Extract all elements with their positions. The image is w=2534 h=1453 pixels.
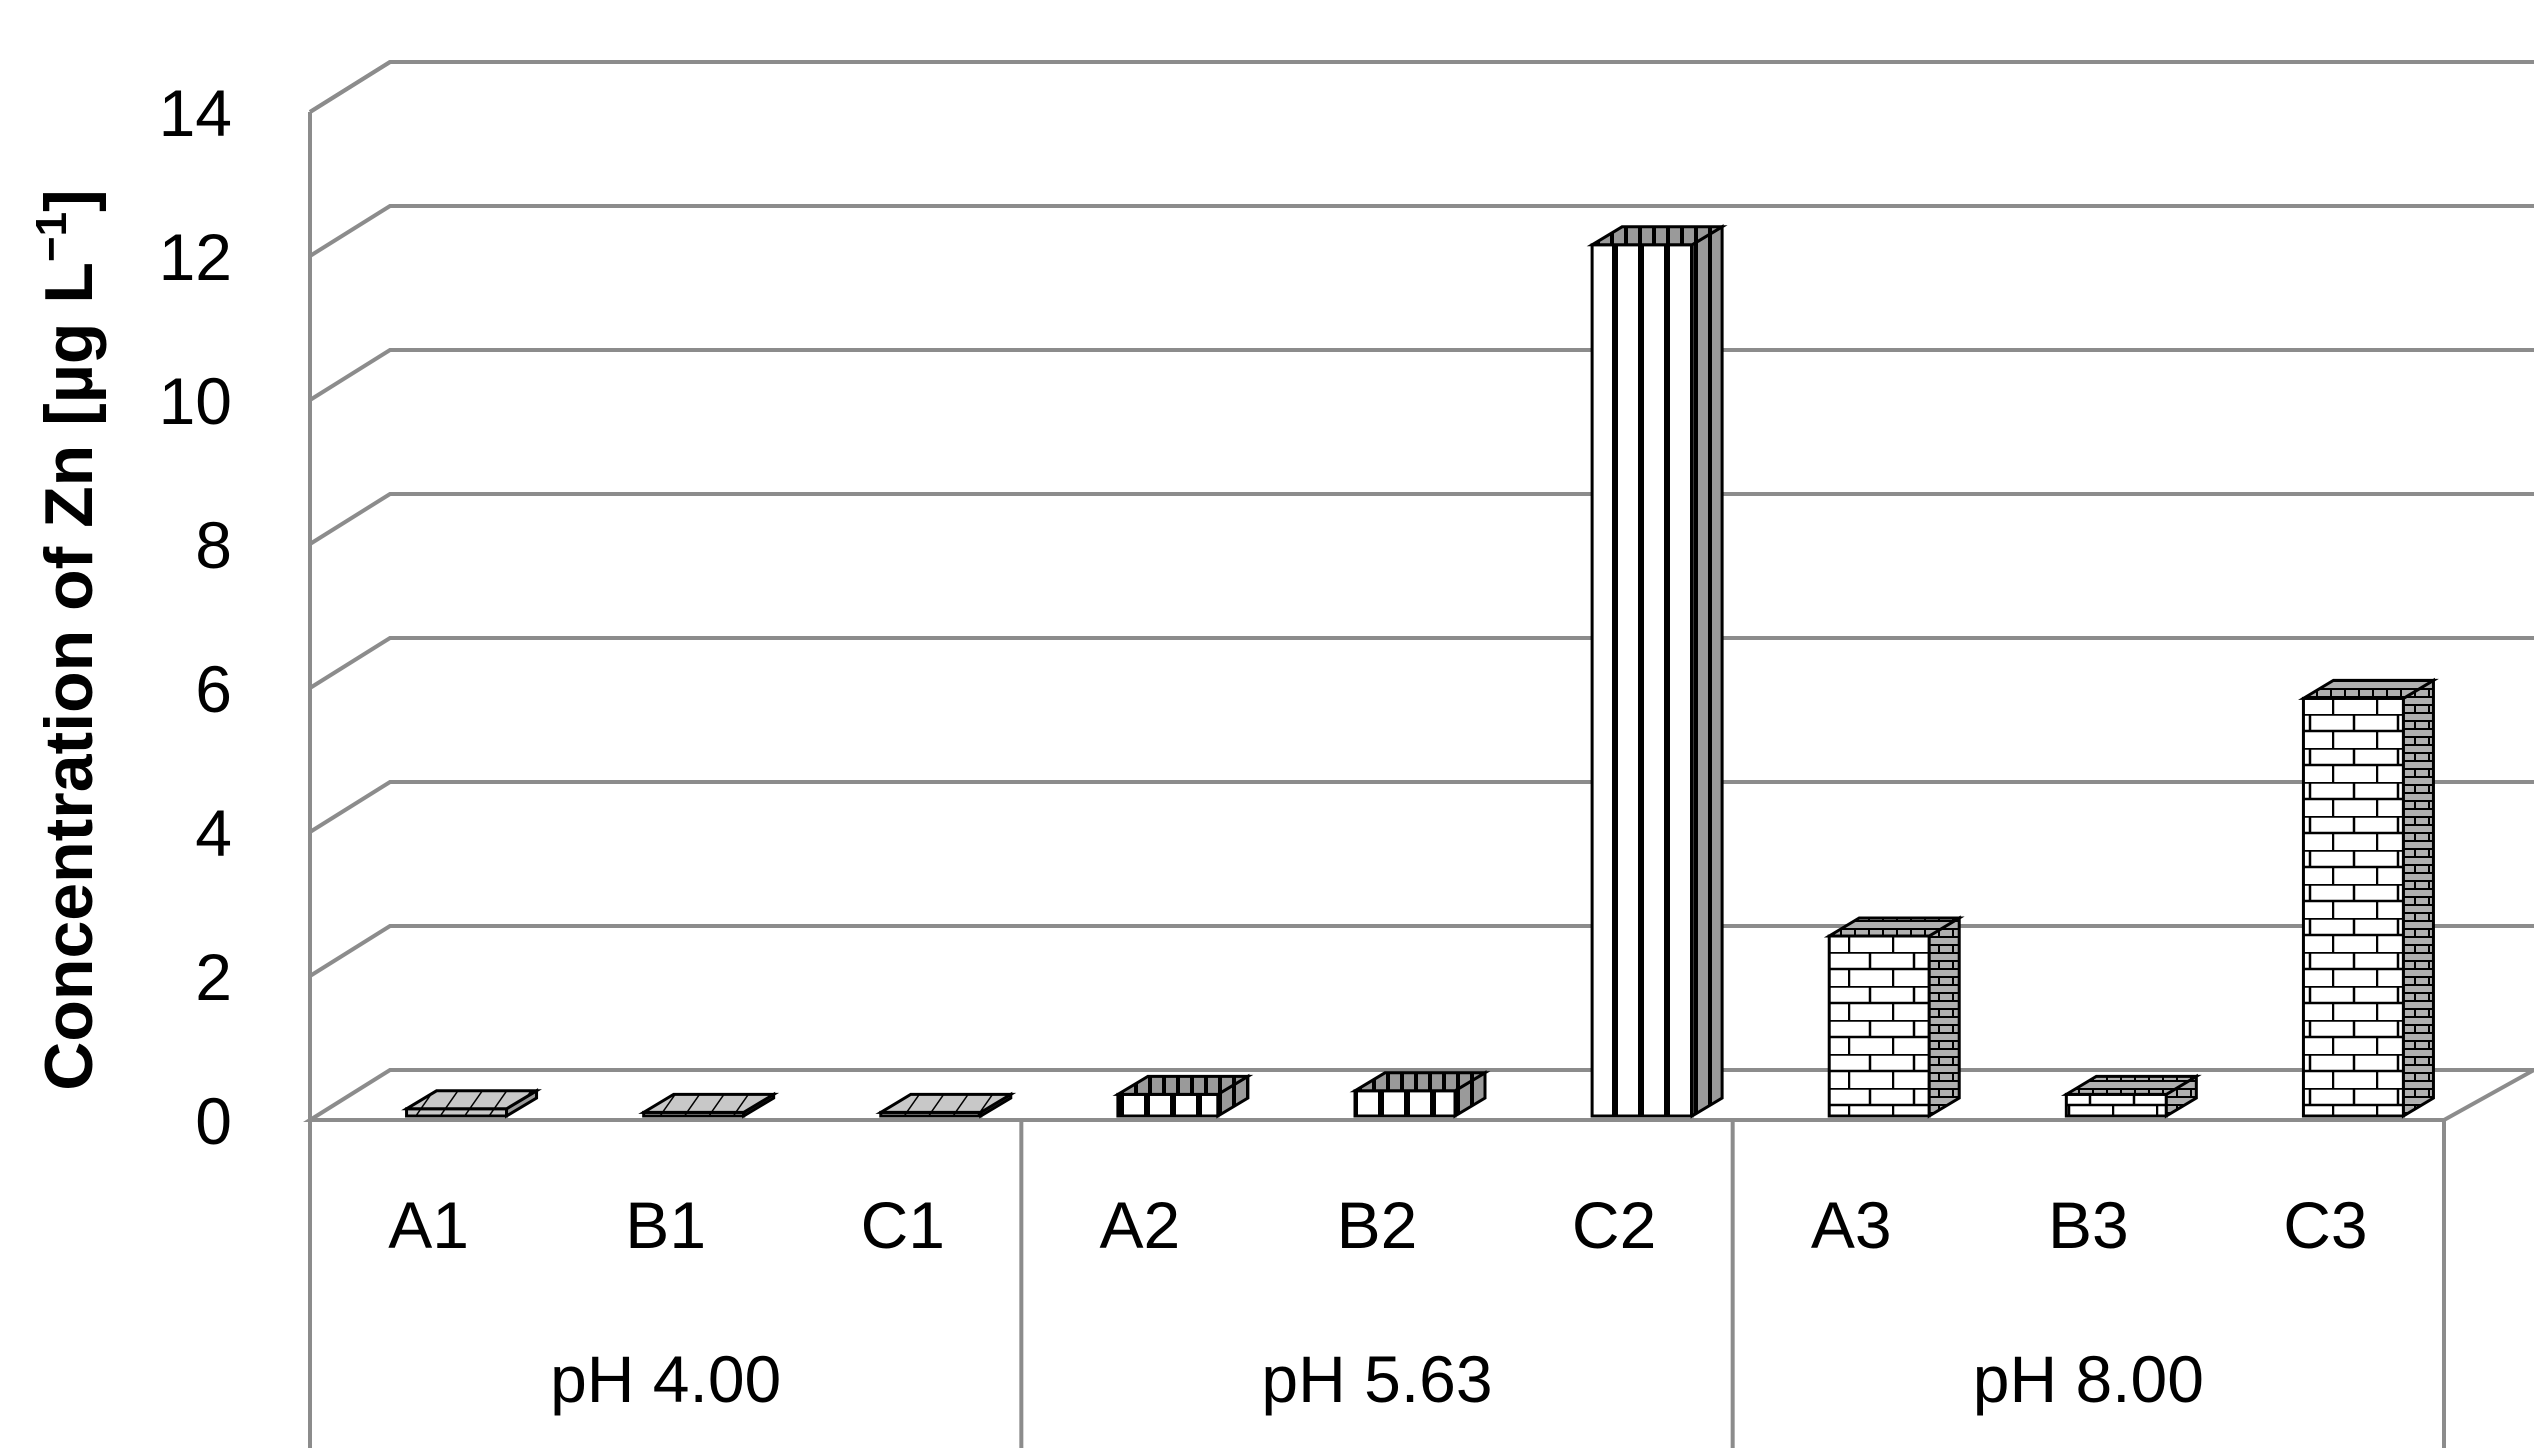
- bar-top: [1823, 916, 1965, 938]
- y-tick-label: 4: [195, 796, 232, 870]
- bar-front: [2064, 1092, 2168, 1118]
- bar: [1349, 1070, 1491, 1119]
- bar: [875, 1091, 1017, 1119]
- bar-front: [2301, 696, 2405, 1118]
- bar: [401, 1088, 542, 1119]
- gridline: [308, 348, 2534, 402]
- bar: [1823, 915, 1965, 1119]
- bar-front: [1116, 1092, 1220, 1118]
- category-label: C1: [861, 1188, 945, 1262]
- category-label: B1: [625, 1188, 706, 1262]
- category-label: C2: [1572, 1188, 1656, 1262]
- group-label: pH 8.00: [1973, 1342, 2204, 1416]
- y-axis-label-main: Concentration of Zn [µg L: [31, 262, 107, 1091]
- y-tick-label: 8: [195, 508, 232, 582]
- bar: [638, 1091, 780, 1119]
- gridline: [308, 492, 2534, 546]
- y-tick-label: 2: [195, 940, 232, 1014]
- y-tick-label: 0: [195, 1084, 232, 1158]
- bar-top: [1349, 1071, 1491, 1093]
- y-axis-label: Concentration of Zn [µg L−1]: [27, 189, 107, 1090]
- bar: [2298, 677, 2439, 1119]
- gridline: [308, 60, 2534, 114]
- y-tick-label: 12: [159, 220, 232, 294]
- bar-top: [2060, 1074, 2202, 1096]
- bar: [2060, 1073, 2202, 1119]
- category-label: A1: [388, 1188, 469, 1262]
- bar-front: [1353, 1089, 1457, 1118]
- bar-top: [1112, 1074, 1254, 1096]
- bar-side: [1690, 224, 1724, 1119]
- bar-top: [638, 1092, 780, 1114]
- y-tick-label: 14: [159, 76, 232, 150]
- bar-top: [875, 1092, 1017, 1114]
- gridline: [308, 780, 2534, 834]
- gridline: [308, 636, 2534, 690]
- bar-top: [2298, 678, 2439, 700]
- y-axis-label-bracket: ]: [31, 189, 107, 212]
- category-label: B3: [2048, 1188, 2129, 1262]
- bar: [1586, 224, 1728, 1119]
- category-label: B2: [1337, 1188, 1418, 1262]
- y-axis-label-exponent: −1: [27, 212, 76, 262]
- group-label: pH 4.00: [550, 1342, 781, 1416]
- category-label: C3: [2283, 1188, 2367, 1262]
- category-label: A3: [1811, 1188, 1892, 1262]
- bar-top: [1586, 225, 1728, 247]
- y-tick-label: 6: [195, 652, 232, 726]
- bar-front: [1827, 934, 1931, 1118]
- gridline: [308, 204, 2534, 258]
- bar-side: [2401, 677, 2435, 1119]
- bar-top: [401, 1089, 542, 1111]
- bar: [1112, 1073, 1254, 1119]
- gridline: [308, 924, 2534, 978]
- category-label: A2: [1100, 1188, 1181, 1262]
- bar-front: [1590, 243, 1694, 1118]
- bar-side: [1927, 915, 1961, 1119]
- y-tick-label: 10: [159, 364, 232, 438]
- y-axis-top: [308, 60, 392, 114]
- group-label: pH 5.63: [1261, 1342, 1492, 1416]
